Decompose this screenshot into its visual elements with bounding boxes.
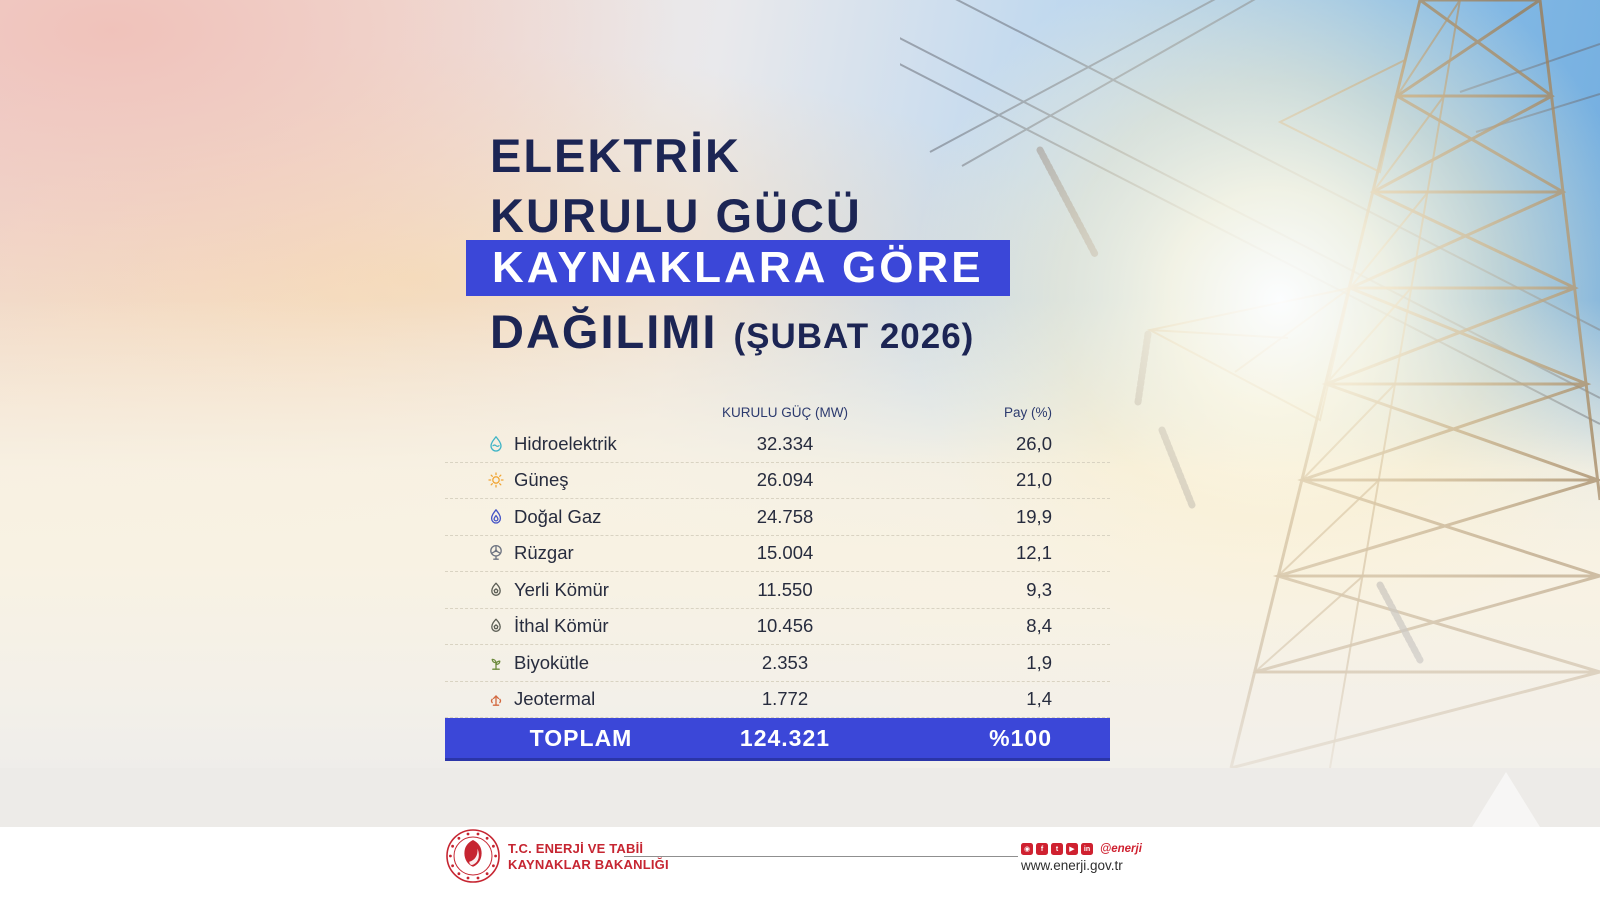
- instagram-icon[interactable]: ◉: [1021, 843, 1033, 855]
- share-value: 1,4: [1026, 688, 1052, 710]
- ministry-emblem: [446, 829, 500, 883]
- capacity-table: KURULU GÜÇ (MW) Pay (%) Hidroelektrik 32…: [445, 398, 1110, 761]
- chevron-decoration: [1472, 772, 1540, 827]
- title-period: (ŞUBAT 2026): [733, 317, 975, 356]
- lower-gray-band: [0, 768, 1600, 827]
- source-label: İthal Kömür: [514, 615, 609, 637]
- table-row: Doğal Gaz 24.758 19,9: [445, 499, 1110, 536]
- capacity-value: 32.334: [756, 432, 814, 454]
- total-label: TOPLAM: [529, 724, 633, 751]
- share-value: 9,3: [1026, 578, 1052, 600]
- table-header: KURULU GÜÇ (MW) Pay (%): [445, 398, 1110, 426]
- share-value: 1,9: [1026, 651, 1052, 673]
- table-row: Biyokütle 2.353 1,9: [445, 645, 1110, 682]
- youtube-icon[interactable]: ▶: [1066, 843, 1078, 855]
- footer: T.C. ENERJİ VE TABİİ KAYNAKLAR BAKANLIĞI…: [0, 827, 1600, 900]
- social-handle: @enerji: [1100, 843, 1142, 855]
- title-line-2: KURULU GÜCÜ: [490, 189, 862, 242]
- share-value: 12,1: [1015, 542, 1052, 564]
- table-row: Jeotermal 1.772 1,4: [445, 682, 1110, 718]
- website-link[interactable]: www.enerji.gov.tr: [1021, 858, 1123, 873]
- title-highlight: KAYNAKLARA GÖRE: [466, 240, 1010, 296]
- capacity-value: 2.353: [761, 651, 809, 673]
- wind-turbine-icon: [487, 544, 505, 562]
- title-line-4-main: DAĞILIMI: [490, 305, 718, 358]
- header-share: Pay (%): [1003, 404, 1052, 420]
- table-row: Rüzgar 15.004 12,1: [445, 536, 1110, 572]
- geothermal-icon: [487, 690, 505, 708]
- biomass-icon: [487, 654, 505, 672]
- table-row: Hidroelektrik 32.334 26,0: [445, 426, 1110, 463]
- source-label: Biyokütle: [514, 651, 590, 673]
- domestic-coal-icon: [487, 581, 505, 599]
- total-share: %100: [989, 724, 1052, 751]
- source-label: Doğal Gaz: [514, 505, 602, 527]
- table-row: Yerli Kömür 11.550 9,3: [445, 572, 1110, 609]
- facebook-icon[interactable]: f: [1036, 843, 1048, 855]
- title-line-4: DAĞILIMI (ŞUBAT 2026): [490, 304, 974, 359]
- share-value: 8,4: [1026, 615, 1052, 637]
- capacity-value: 11.550: [757, 578, 813, 600]
- ministry-name: T.C. ENERJİ VE TABİİ KAYNAKLAR BAKANLIĞI: [508, 841, 669, 873]
- ministry-name-line2: KAYNAKLAR BAKANLIĞI: [508, 857, 669, 872]
- table-row: İthal Kömür 10.456 8,4: [445, 609, 1110, 645]
- gas-flame-icon: [487, 508, 505, 526]
- share-value: 21,0: [1015, 469, 1052, 491]
- source-label: Jeotermal: [514, 688, 596, 710]
- sun-icon: [487, 471, 505, 489]
- social-links: ◉ f t ▶ in @enerji: [1021, 843, 1142, 855]
- source-label: Hidroelektrik: [514, 432, 617, 454]
- capacity-value: 10.456: [756, 615, 814, 637]
- ministry-name-line1: T.C. ENERJİ VE TABİİ: [508, 841, 644, 856]
- share-value: 26,0: [1015, 432, 1052, 454]
- capacity-value: 24.758: [756, 505, 814, 527]
- source-label: Yerli Kömür: [514, 578, 609, 600]
- capacity-value: 15.004: [756, 542, 814, 564]
- footer-divider: [624, 856, 1018, 857]
- source-label: Güneş: [514, 469, 569, 491]
- imported-coal-icon: [487, 617, 505, 635]
- source-label: Rüzgar: [514, 542, 574, 564]
- linkedin-icon[interactable]: in: [1081, 843, 1093, 855]
- header-capacity: KURULU GÜÇ (MW): [722, 404, 848, 420]
- twitter-icon[interactable]: t: [1051, 843, 1063, 855]
- hydro-drop-icon: [487, 435, 505, 453]
- capacity-value: 1.772: [761, 688, 809, 710]
- total-capacity: 124.321: [739, 724, 831, 751]
- table-row: Güneş 26.094 21,0: [445, 463, 1110, 499]
- total-row: TOPLAM 124.321 %100: [445, 718, 1110, 761]
- title-line-1: ELEKTRİK: [490, 129, 741, 182]
- share-value: 19,9: [1015, 505, 1052, 527]
- capacity-value: 26.094: [756, 469, 814, 491]
